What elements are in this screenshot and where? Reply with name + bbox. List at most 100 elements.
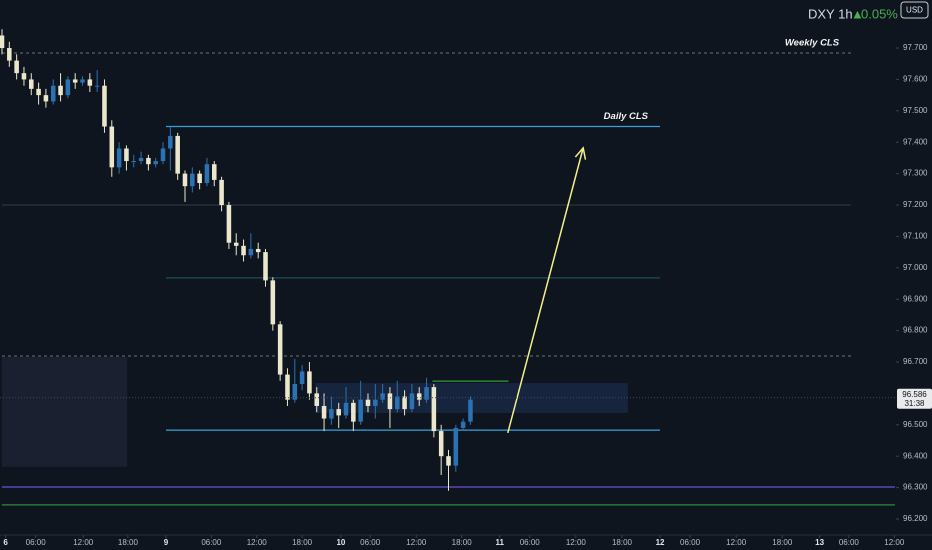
x-tick-label: 06:00 <box>680 538 701 547</box>
candle-body <box>124 148 129 162</box>
level-label: Weekly CLS <box>785 38 840 49</box>
candle-body <box>343 402 349 416</box>
candle-body <box>380 393 385 400</box>
currency-badge[interactable] <box>900 1 929 19</box>
candle-body <box>299 371 305 384</box>
candle-body <box>453 427 459 466</box>
currency-label[interactable]: USD <box>906 6 923 15</box>
candle-body <box>285 374 290 400</box>
y-tick-label: 97.700 <box>903 43 928 52</box>
y-tick-label: 96.800 <box>903 326 928 335</box>
candle-body <box>65 79 71 96</box>
candle-body <box>182 173 188 187</box>
x-tick-label: 12 <box>656 538 665 547</box>
candle-body <box>168 135 173 149</box>
candle-body <box>438 431 444 457</box>
x-tick-label: 06:00 <box>839 538 860 547</box>
x-tick-label: 06:00 <box>360 538 381 547</box>
candle-body <box>102 85 107 127</box>
y-tick-label: 97.000 <box>903 263 928 272</box>
candle-body <box>416 393 422 400</box>
candle-body <box>175 135 180 174</box>
candle-body <box>0 35 5 49</box>
x-tick-label: 06:00 <box>201 538 222 547</box>
x-tick-label: 18:00 <box>118 538 139 547</box>
x-tick-label: 12:00 <box>406 538 427 547</box>
change-percent: 0.05% <box>861 6 898 21</box>
candle-body <box>336 409 341 416</box>
candle-body <box>292 383 298 400</box>
candle-body <box>131 161 137 163</box>
x-tick-label: 12:00 <box>247 538 268 547</box>
x-tick-label: 12:00 <box>726 538 747 547</box>
y-tick-label: 97.500 <box>903 106 928 115</box>
last-price-label: 96.586 <box>902 390 927 399</box>
candle-body <box>307 371 312 394</box>
candle-body <box>138 157 144 162</box>
y-tick-label: 96.900 <box>903 294 928 303</box>
x-tick-label: 10 <box>336 538 345 547</box>
candle-body <box>446 456 451 466</box>
x-tick-label: 13 <box>815 538 824 547</box>
candle-body <box>365 399 371 406</box>
candle-body <box>248 248 254 256</box>
x-tick-label: 06:00 <box>26 538 47 547</box>
x-tick-label: 11 <box>496 538 505 547</box>
candle-body <box>36 88 41 96</box>
candle-body <box>197 173 202 184</box>
candle-body <box>226 205 232 243</box>
candle-body <box>402 396 407 410</box>
y-tick-label: 96.500 <box>903 420 928 429</box>
x-tick-label: 6 <box>3 538 8 547</box>
candle-body <box>233 242 239 246</box>
candle-body <box>424 387 429 400</box>
candle-body <box>394 396 400 410</box>
y-tick-label: 97.100 <box>903 232 928 241</box>
candle-body <box>14 60 19 74</box>
candle-body <box>58 85 63 96</box>
candle-body <box>29 79 34 89</box>
y-tick-label: 96.200 <box>903 514 928 523</box>
candle-body <box>255 248 261 253</box>
y-tick-label: 96.400 <box>903 451 928 460</box>
candle-body <box>219 179 224 206</box>
candle-body <box>7 48 12 61</box>
countdown-label: 31:38 <box>904 399 925 408</box>
arrow-line <box>507 147 584 434</box>
level-label: Daily CLS <box>604 111 649 122</box>
candle-body <box>387 393 393 410</box>
x-tick-label: 06:00 <box>520 538 541 547</box>
y-tick-label: 97.600 <box>903 75 928 84</box>
y-tick-label: 96.300 <box>903 483 928 492</box>
x-tick-label: 18:00 <box>452 538 473 547</box>
candle-body <box>270 280 276 325</box>
candle-body <box>80 79 85 83</box>
candle-body <box>72 79 78 83</box>
x-tick-label: 18:00 <box>772 538 793 547</box>
candle-body <box>87 79 93 86</box>
x-tick-label: 12:00 <box>884 538 905 547</box>
candle-body <box>241 245 246 256</box>
x-tick-label: 18:00 <box>292 538 313 547</box>
candle-body <box>50 85 56 102</box>
candle-body <box>460 421 466 428</box>
x-tick-label: 9 <box>164 538 169 547</box>
x-tick-label: 12:00 <box>73 538 94 547</box>
candle-body <box>468 399 473 422</box>
candle-body <box>94 85 100 87</box>
x-tick-label: 12:00 <box>566 538 587 547</box>
candle-body <box>43 95 49 102</box>
y-tick-label: 97.400 <box>903 137 928 146</box>
candle-body <box>109 126 115 168</box>
y-tick-label: 96.700 <box>903 357 928 366</box>
price-axis <box>896 0 932 550</box>
candle-body <box>321 405 327 419</box>
candle-body <box>204 164 210 184</box>
candle-body <box>146 157 151 165</box>
y-tick-label: 97.200 <box>903 200 928 209</box>
candle-body <box>263 252 268 281</box>
x-tick-label: 18:00 <box>612 538 633 547</box>
candle-body <box>21 73 27 80</box>
candle-body <box>212 164 217 180</box>
